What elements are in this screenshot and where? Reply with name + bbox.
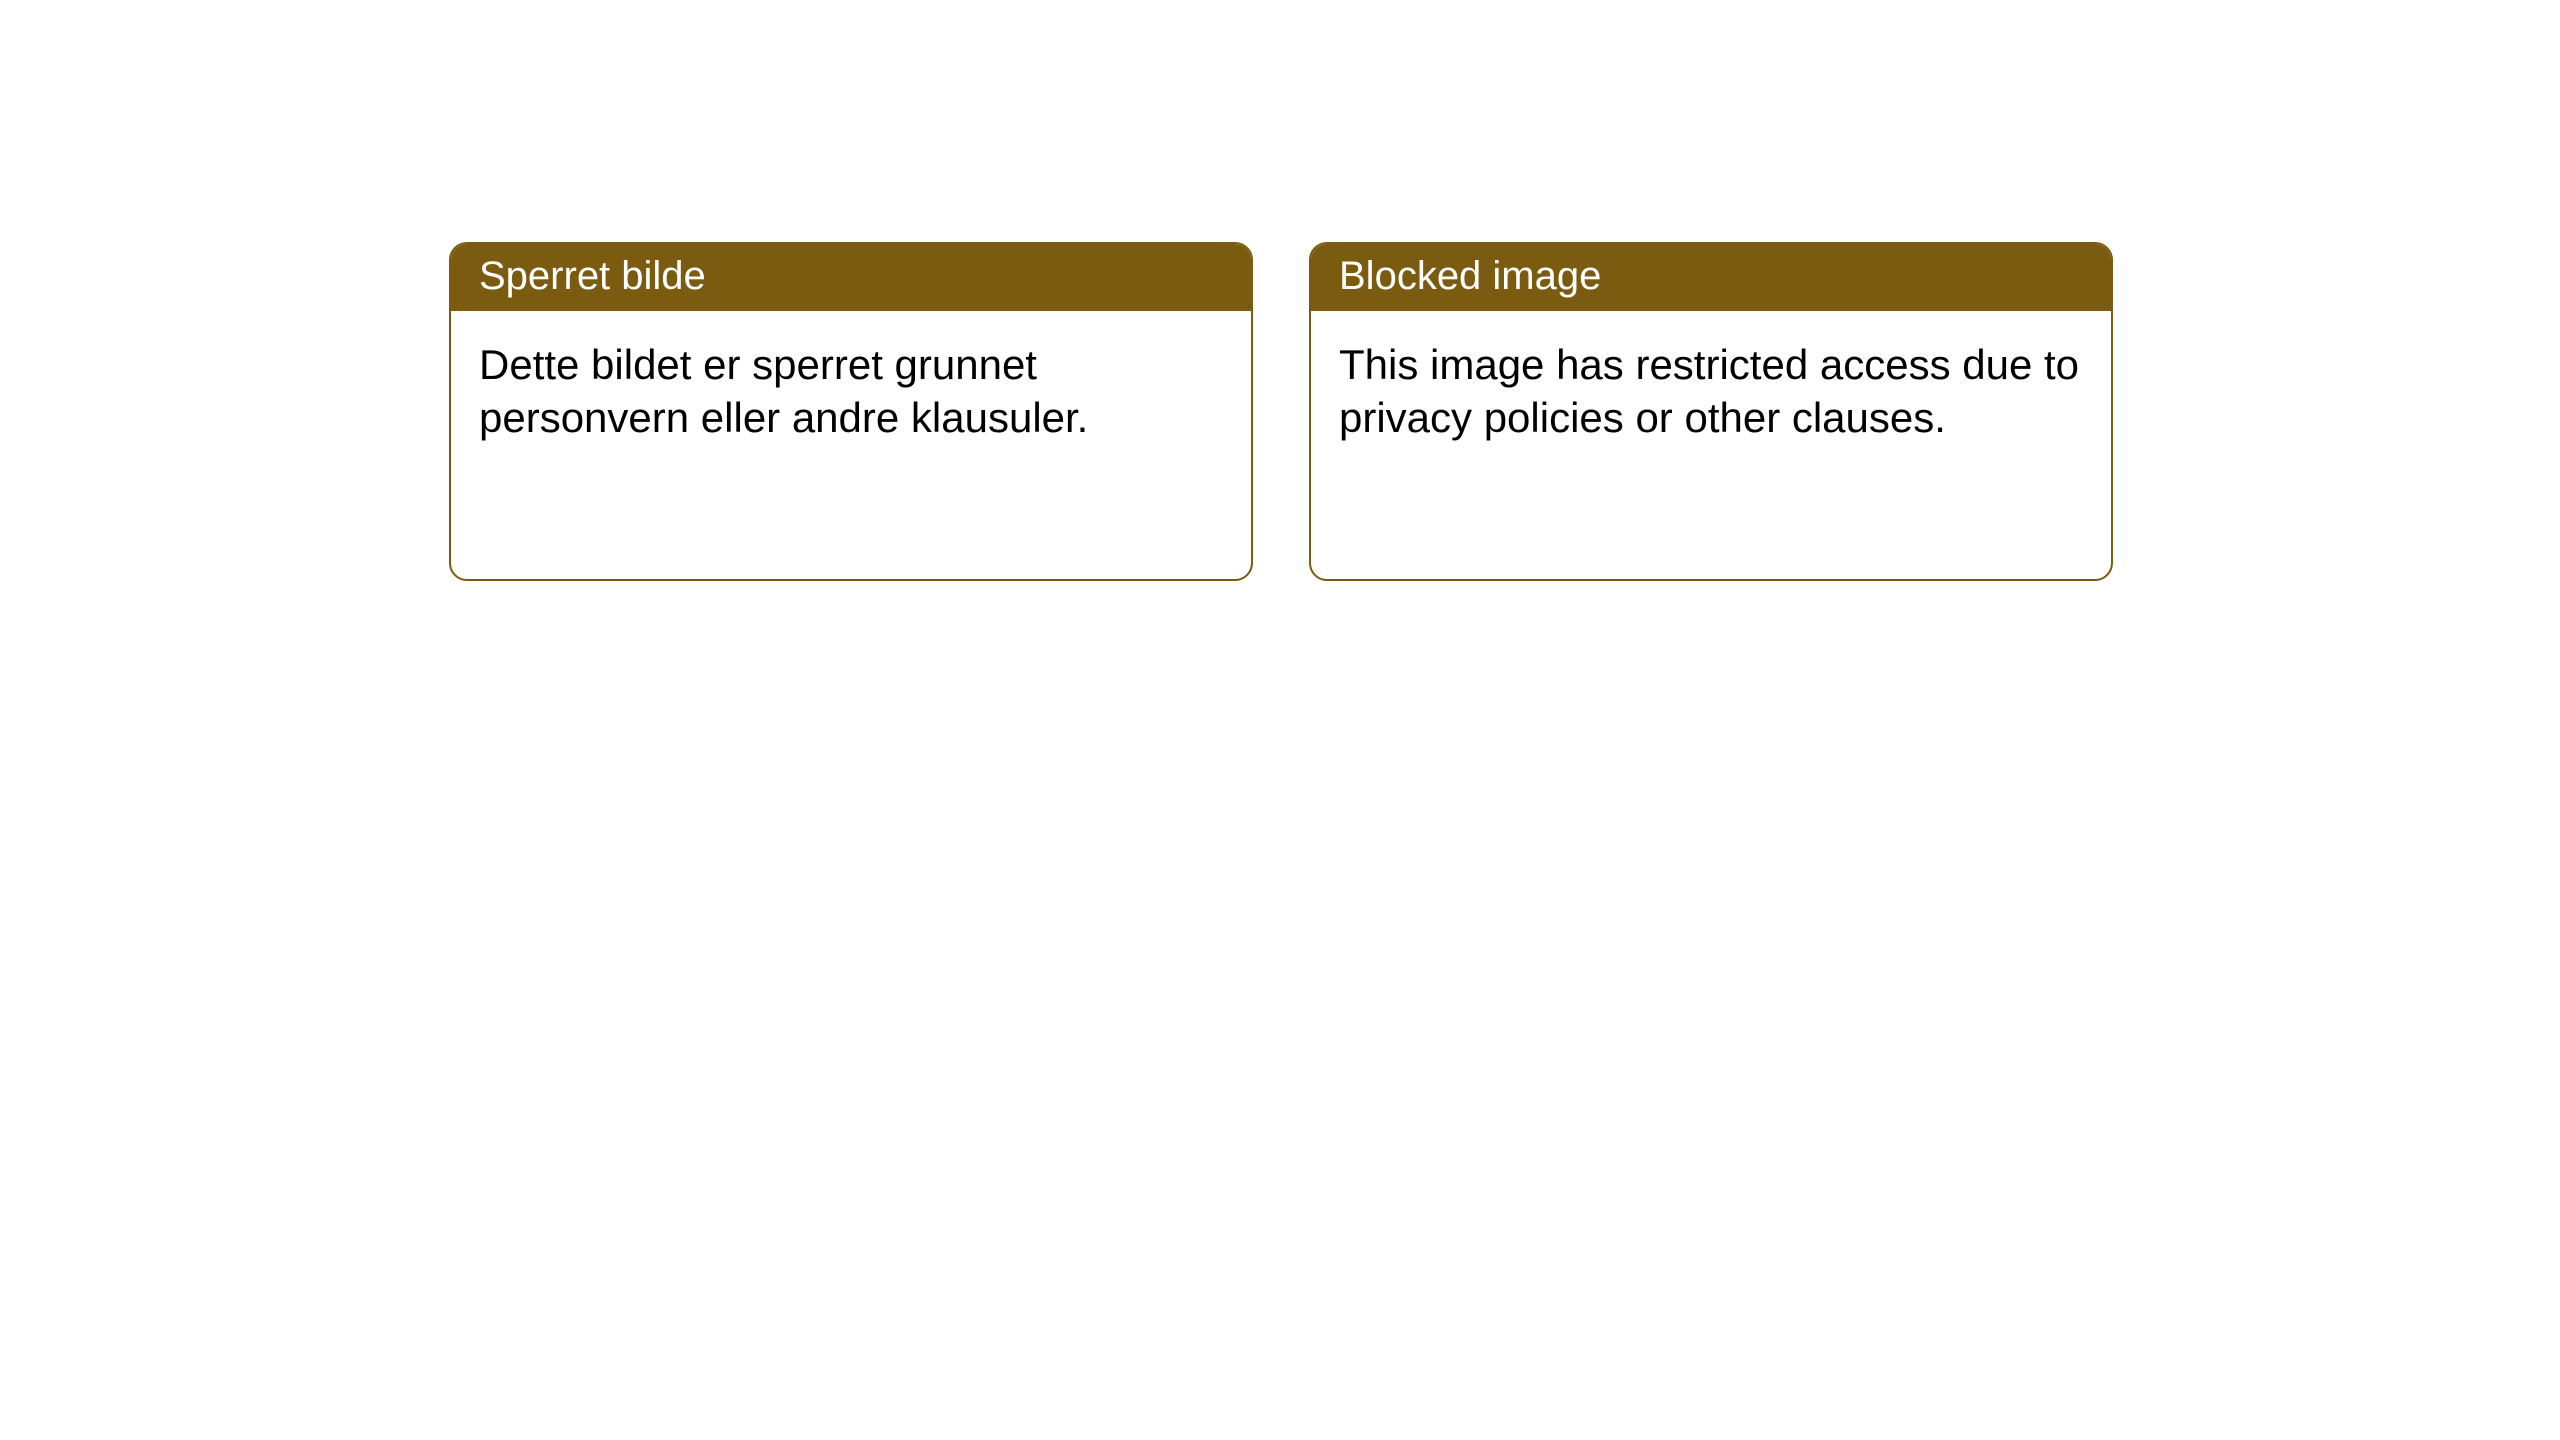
notice-body-english: This image has restricted access due to … xyxy=(1311,311,2111,464)
notice-text-norwegian: Dette bildet er sperret grunnet personve… xyxy=(479,341,1088,441)
notice-title-english: Blocked image xyxy=(1339,254,1601,298)
notice-container: Sperret bilde Dette bildet er sperret gr… xyxy=(449,242,2113,581)
notice-header-english: Blocked image xyxy=(1311,244,2111,311)
notice-header-norwegian: Sperret bilde xyxy=(451,244,1251,311)
notice-box-english: Blocked image This image has restricted … xyxy=(1309,242,2113,581)
notice-text-english: This image has restricted access due to … xyxy=(1339,341,2079,441)
notice-box-norwegian: Sperret bilde Dette bildet er sperret gr… xyxy=(449,242,1253,581)
notice-body-norwegian: Dette bildet er sperret grunnet personve… xyxy=(451,311,1251,464)
notice-title-norwegian: Sperret bilde xyxy=(479,254,706,298)
